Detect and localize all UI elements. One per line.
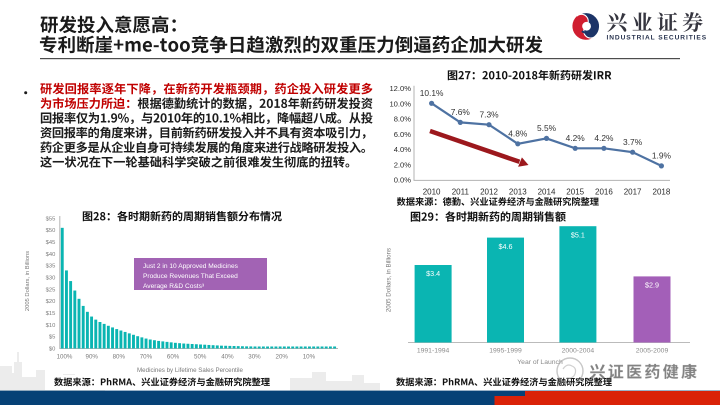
svg-text:1995-1999: 1995-1999 [489, 348, 522, 355]
svg-text:60%: 60% [167, 354, 180, 361]
svg-text:$2.9: $2.9 [645, 281, 659, 290]
svg-text:$4.6: $4.6 [499, 242, 513, 251]
svg-text:90%: 90% [86, 354, 99, 361]
svg-text:Just 2 in 10 Approved Medicine: Just 2 in 10 Approved Medicines [143, 263, 239, 270]
svg-text:2016: 2016 [595, 188, 613, 197]
svg-text:12.0%: 12.0% [389, 84, 411, 93]
svg-text:30%: 30% [248, 354, 261, 361]
svg-text:2010: 2010 [423, 188, 441, 197]
svg-text:$20: $20 [46, 299, 56, 305]
svg-text:$0: $0 [49, 347, 55, 353]
svg-text:Average R&D Costs³: Average R&D Costs³ [143, 283, 205, 290]
svg-text:$40: $40 [46, 252, 56, 258]
svg-text:$35: $35 [46, 264, 56, 270]
svg-text:7.6%: 7.6% [451, 107, 471, 117]
svg-text:Year of Launch: Year of Launch [517, 359, 563, 366]
svg-text:$50: $50 [46, 228, 56, 234]
svg-text:10%: 10% [303, 354, 316, 361]
svg-text:4.8%: 4.8% [508, 129, 528, 139]
svg-text:2014: 2014 [538, 188, 556, 197]
svg-text:Produce Revenues That Exceed: Produce Revenues That Exceed [143, 273, 238, 280]
svg-text:50%: 50% [194, 354, 207, 361]
svg-text:4.2%: 4.2% [594, 133, 614, 143]
svg-text:20%: 20% [276, 354, 289, 361]
svg-text:2017: 2017 [624, 188, 642, 197]
svg-text:10.1%: 10.1% [420, 88, 444, 98]
svg-text:2012: 2012 [480, 188, 498, 197]
svg-text:1.9%: 1.9% [652, 151, 672, 161]
svg-text:80%: 80% [113, 354, 126, 361]
svg-text:2005 Dollars, in Billions: 2005 Dollars, in Billions [25, 251, 31, 311]
svg-text:6.0%: 6.0% [394, 130, 412, 139]
svg-text:$3.4: $3.4 [426, 269, 440, 278]
svg-text:4.0%: 4.0% [394, 145, 412, 154]
svg-text:$15: $15 [46, 311, 56, 317]
svg-text:$30: $30 [46, 276, 56, 282]
svg-text:2005 Dollars, in Billions: 2005 Dollars, in Billions [386, 248, 393, 312]
svg-text:100%: 100% [57, 354, 73, 361]
svg-text:Medicines by Lifetime Sales Pe: Medicines by Lifetime Sales Percentile [137, 367, 243, 374]
svg-text:2013: 2013 [509, 188, 527, 197]
svg-text:2018: 2018 [653, 188, 671, 197]
svg-text:40%: 40% [221, 354, 234, 361]
svg-text:10.0%: 10.0% [389, 99, 411, 108]
svg-text:$5.1: $5.1 [571, 230, 585, 239]
svg-text:$45: $45 [46, 240, 56, 246]
svg-text:1991-1994: 1991-1994 [417, 348, 450, 355]
svg-text:0.0%: 0.0% [394, 176, 412, 185]
svg-text:$55: $55 [46, 216, 56, 222]
svg-text:$25: $25 [46, 287, 56, 293]
svg-text:3.7%: 3.7% [623, 137, 643, 147]
svg-text:7.3%: 7.3% [479, 109, 499, 119]
svg-text:2015: 2015 [566, 188, 584, 197]
svg-text:8.0%: 8.0% [394, 115, 412, 124]
svg-text:2.0%: 2.0% [394, 160, 412, 169]
svg-text:70%: 70% [140, 354, 153, 361]
svg-text:5.5%: 5.5% [537, 123, 557, 133]
svg-text:$10: $10 [46, 323, 56, 329]
svg-text:INDUSTRIAL SECURITIES: INDUSTRIAL SECURITIES [607, 35, 708, 42]
svg-text:4.2%: 4.2% [566, 133, 586, 143]
svg-text:2011: 2011 [452, 188, 470, 197]
svg-text:2000-2004: 2000-2004 [562, 348, 595, 355]
svg-text:$5: $5 [49, 335, 55, 341]
svg-text:2005-2009: 2005-2009 [636, 348, 669, 355]
